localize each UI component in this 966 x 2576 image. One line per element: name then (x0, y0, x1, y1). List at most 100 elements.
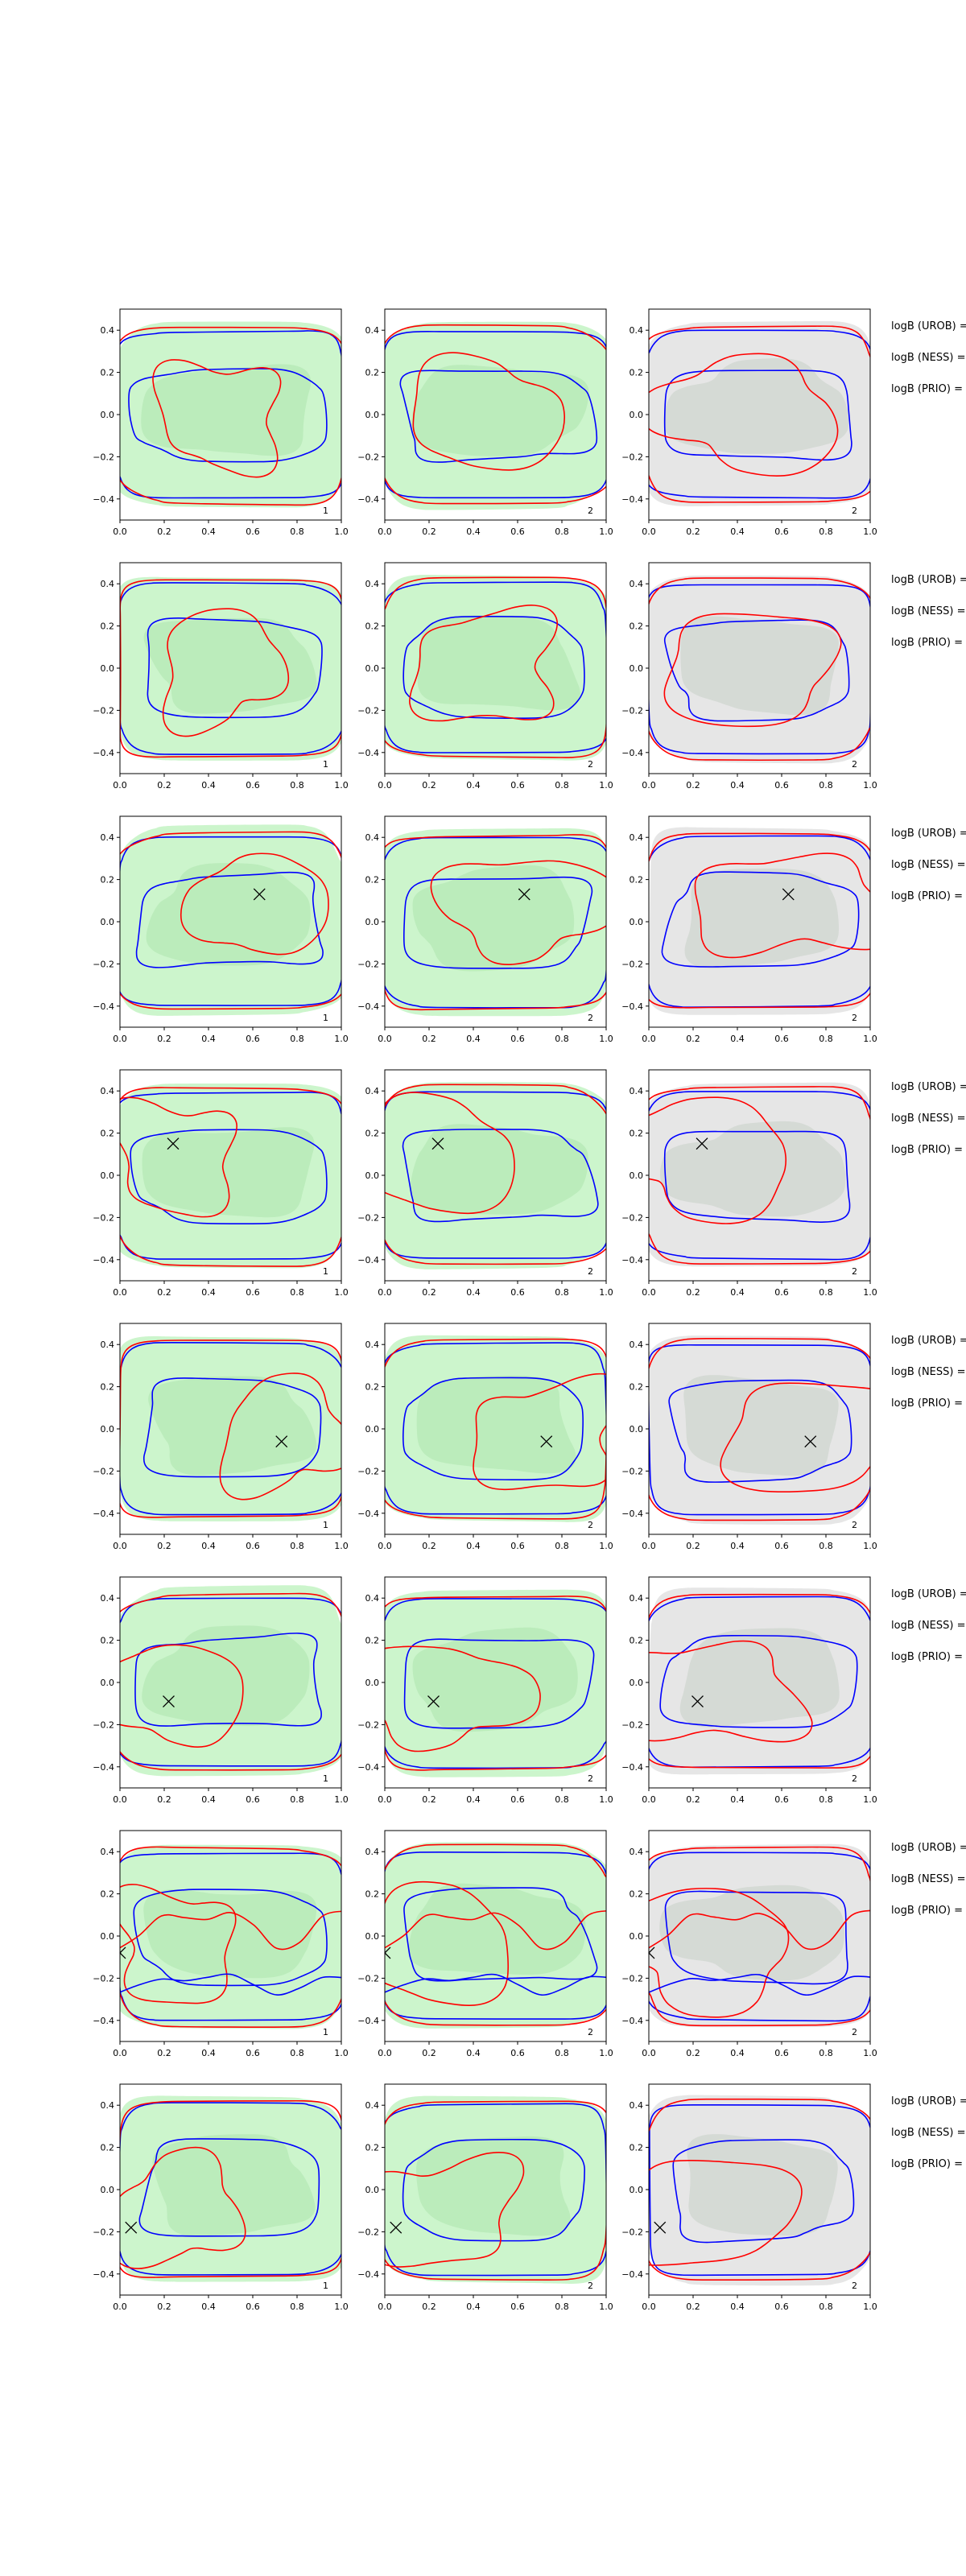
x-tick-label: 1.0 (334, 2301, 349, 2312)
panel-r7-c1: 0.0 0.2 0.4 0.6 0.8 1.0 −0.4 −0.2 0.0 0.2 0.4 1 (93, 1830, 349, 2058)
red-contour-inner (180, 852, 329, 956)
y-tick-label: 0.4 (365, 832, 380, 843)
y-tick-label: 0.4 (365, 1340, 380, 1350)
y-tick-label: 0.0 (630, 1931, 644, 1942)
x-tick-label: 0.8 (555, 1287, 569, 1298)
blue-contour-outer (120, 582, 341, 755)
y-tick-label: −0.4 (357, 748, 379, 758)
x-tick-label: 0.4 (730, 1287, 745, 1298)
x-tick-label: 0.0 (113, 2301, 127, 2312)
y-tick-label: −0.4 (93, 2016, 114, 2026)
marker-x (167, 1137, 180, 1150)
panel-r5-c3: 0.0 0.2 0.4 0.6 0.8 1.0 −0.4 −0.2 0.0 0.2 0.4 2 (621, 1323, 877, 1551)
y-tick-label: 0.0 (365, 1931, 380, 1942)
blue-contour-inner (135, 871, 324, 968)
logb-annotation: logB (UROB) = (891, 1081, 966, 1093)
y-tick-label: 0.4 (365, 325, 380, 336)
panel-r7-c3: 0.0 0.2 0.4 0.6 0.8 1.0 −0.4 −0.2 0.0 0.2 0.4 2 (621, 1830, 877, 2058)
logb-annotation: logB (UROB) = (891, 1588, 966, 1600)
red-contour-outer (385, 1843, 606, 2026)
x-tick-label: 0.6 (510, 2048, 525, 2058)
y-tick-label: 0.0 (365, 2185, 380, 2195)
red-contour-outer (649, 1337, 870, 1521)
y-tick-label: −0.4 (621, 1509, 643, 1519)
panel-corner-label: 2 (588, 1520, 593, 1530)
y-tick-label: 0.4 (101, 1847, 115, 1857)
x-tick-label: 0.4 (466, 1541, 481, 1551)
x-tick-label: 0.6 (510, 1034, 525, 1044)
x-tick-label: 0.2 (422, 526, 436, 537)
red-contour-outer (385, 576, 606, 758)
y-tick-label: 0.4 (101, 325, 115, 336)
red-contour-inner (385, 1092, 515, 1215)
x-tick-label: 1.0 (599, 2301, 613, 2312)
y-tick-label: 0.0 (365, 663, 380, 674)
x-tick-label: 0.8 (555, 526, 569, 537)
marker-x (431, 1137, 444, 1150)
x-tick-label: 1.0 (334, 780, 349, 791)
plot-area (649, 1587, 870, 1775)
blue-contour-outer (385, 581, 606, 753)
x-tick-label: 0.4 (730, 526, 745, 537)
y-tick-label: 0.4 (365, 1593, 380, 1604)
plot-area (385, 1082, 606, 1269)
blue-contour-outer (120, 836, 341, 1006)
y-tick-label: −0.2 (357, 959, 379, 969)
y-tick-label: −0.4 (93, 1255, 114, 1265)
blue-contour-outer (120, 1597, 341, 1767)
x-tick-label: 0.0 (113, 2048, 127, 2058)
panel-r5-c2: 0.0 0.2 0.4 0.6 0.8 1.0 −0.4 −0.2 0.0 0.2 0.4 2 (357, 1323, 613, 1551)
blue-contour-inner (134, 1633, 322, 1727)
y-tick-label: 0.0 (365, 410, 380, 420)
blue-contour-inner (402, 2138, 586, 2242)
x-tick-label: 0.0 (378, 2301, 392, 2312)
density-core (679, 1628, 840, 1728)
red-contour-outer (385, 834, 606, 1011)
y-tick-label: 0.0 (365, 917, 380, 927)
plot-area (649, 320, 870, 506)
red-contour-inner (720, 1382, 870, 1493)
marker-x (782, 888, 795, 901)
red-contour-inner (152, 359, 282, 478)
density-core (410, 1124, 588, 1215)
x-tick-label: 0.4 (201, 1034, 216, 1044)
x-tick-label: 0.0 (642, 526, 656, 537)
plot-area (120, 321, 341, 508)
blue-contour-inner (659, 1634, 858, 1728)
y-tick-label: −0.4 (621, 1001, 643, 1012)
blue-contour-outer (120, 1341, 341, 1516)
y-tick-label: 0.4 (630, 1340, 644, 1350)
panel-r4-c1: 0.0 0.2 0.4 0.6 0.8 1.0 −0.4 −0.2 0.0 0.2 0.4 1 (93, 1069, 349, 1298)
marker-x (540, 1435, 553, 1448)
y-tick-label: 0.2 (630, 1889, 644, 1900)
y-tick-label: 0.2 (365, 1382, 380, 1393)
x-tick-label: 0.0 (113, 1287, 127, 1298)
y-tick-label: 0.2 (365, 1636, 380, 1646)
red-contour-inner (385, 2152, 525, 2268)
plot-area (649, 1082, 870, 1267)
red-contour-inner (120, 1096, 237, 1218)
panel-corner-label: 2 (588, 2281, 593, 2291)
x-tick-label: 0.0 (113, 526, 127, 537)
blue-contour-outer (385, 1342, 606, 1515)
panel-r3-c2: 0.0 0.2 0.4 0.6 0.8 1.0 −0.4 −0.2 0.0 0.2 0.4 2 (357, 815, 613, 1044)
y-tick-label: −0.2 (93, 705, 114, 716)
x-tick-label: 1.0 (863, 526, 877, 537)
blue-contour-outer (120, 2102, 341, 2276)
panel-corner-label: 1 (323, 1773, 328, 1784)
plot-area (649, 1843, 870, 2028)
x-tick-label: 0.6 (774, 1287, 789, 1298)
y-tick-label: 0.0 (101, 1170, 115, 1181)
y-tick-label: 0.2 (365, 2143, 380, 2153)
x-tick-label: 0.0 (378, 1541, 392, 1551)
blue-contour-outer (385, 836, 606, 1009)
y-tick-label: −0.2 (93, 959, 114, 969)
blue-contour-inner (402, 615, 585, 720)
y-tick-label: 0.0 (630, 1170, 644, 1181)
x-tick-label: 0.8 (290, 1287, 304, 1298)
y-tick-label: −0.4 (357, 1255, 379, 1265)
logb-annotation: logB (UROB) = (891, 828, 966, 840)
x-tick-label: 0.8 (819, 2048, 833, 2058)
panel-corner-label: 2 (588, 1773, 593, 1784)
red-contour-outer (385, 324, 606, 505)
